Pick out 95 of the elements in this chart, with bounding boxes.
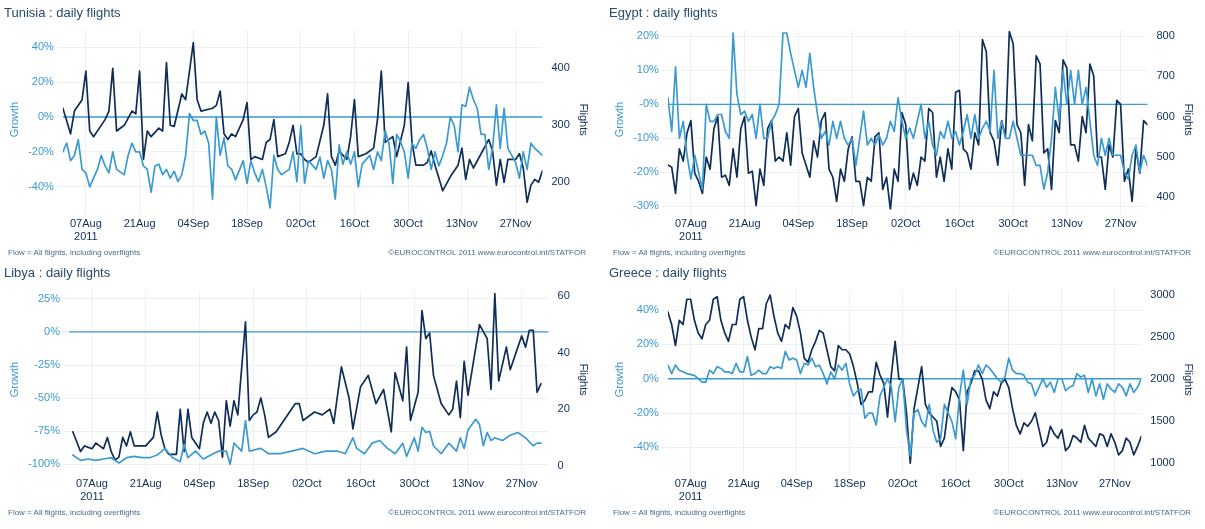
y2-tick-label: 200 xyxy=(551,175,570,188)
text: Flow = All flights, including overflights xyxy=(8,507,141,518)
x-tick-label: 02Oct xyxy=(888,477,918,490)
y2-tick-label: 1500 xyxy=(1150,414,1175,427)
x-tick-label: 07Aug 2011 xyxy=(69,217,102,243)
x-tick-label: 18Sep xyxy=(231,217,263,230)
x-tick-label: 16Oct xyxy=(345,477,376,490)
x-tick-label: 18Sep xyxy=(833,477,866,490)
y-tick-label: 0% xyxy=(642,371,660,384)
y-axis-title: Growth xyxy=(7,101,20,138)
text: Flow = All flights, including overflights xyxy=(8,247,141,258)
y-axis-title: Growth xyxy=(7,361,20,398)
x-tick-label: 27Nov xyxy=(1098,477,1132,490)
x-tick-label: 16Oct xyxy=(941,477,971,490)
y2-tick-label: 20 xyxy=(557,402,570,415)
x-tick-label: 07Aug 2011 xyxy=(674,217,707,243)
y-tick-label: 40% xyxy=(31,40,55,53)
chart-title: Egypt : daily flights xyxy=(609,5,718,21)
x-tick-label: 16Oct xyxy=(944,217,975,230)
x-tick-label: 04Sep xyxy=(780,477,813,490)
text: ©EUROCONTROL 2011 www.eurocontrol.int/STATFOR xyxy=(388,507,586,518)
x-tick-label: 18Sep xyxy=(836,217,868,230)
text: ©EUROCONTROL 2011 www.eurocontrol.int/STATFOR xyxy=(993,507,1191,518)
x-tick-label: 21Aug xyxy=(129,477,162,490)
text: Flow = All flights, including overflights xyxy=(613,507,746,518)
y-axis-title: Growth xyxy=(612,361,625,398)
chart-title: Tunisia : daily flights xyxy=(4,5,122,21)
x-tick-label: 13Nov xyxy=(1045,477,1079,490)
x-tick-label: 04Sep xyxy=(782,217,815,230)
x-tick-label: 13Nov xyxy=(452,477,485,490)
y2-tick-label: 2000 xyxy=(1150,372,1175,385)
x-tick-label: 27Nov xyxy=(505,477,539,490)
y2-tick-label: 300 xyxy=(551,118,570,131)
text: ©EUROCONTROL 2011 www.eurocontrol.int/STATFOR xyxy=(993,247,1191,258)
y-tick-label: 20% xyxy=(636,337,660,350)
y2-tick-label: 500 xyxy=(1156,150,1175,163)
y2-tick-label: 400 xyxy=(1156,190,1175,203)
y-tick-label: -10% xyxy=(633,131,660,144)
y2-tick-label: 1000 xyxy=(1150,456,1175,469)
y-tick-label: 0% xyxy=(37,110,55,123)
y-tick-label: 20% xyxy=(636,29,660,42)
y-tick-label: -20% xyxy=(28,144,55,157)
y-tick-label: 40% xyxy=(636,303,660,316)
y2-tick-label: 2500 xyxy=(1150,330,1175,343)
y-tick-label: -40% xyxy=(633,440,660,453)
text: Flow = All flights, including overflights xyxy=(613,247,746,258)
x-tick-label: 13Nov xyxy=(1050,217,1084,230)
x-tick-label: 30Oct xyxy=(399,477,429,490)
y-tick-label: -20% xyxy=(633,406,660,419)
chart-title: Libya : daily flights xyxy=(4,265,111,281)
text: ©EUROCONTROL 2011 www.eurocontrol.int/STATFOR xyxy=(388,247,586,258)
y2-tick-label: 400 xyxy=(551,61,570,74)
x-tick-label: 04Sep xyxy=(183,477,216,490)
x-tick-label: 13Nov xyxy=(445,217,479,230)
y2-tick-label: 3000 xyxy=(1150,288,1175,301)
y2-tick-label: 40 xyxy=(557,345,570,358)
y-axis-title: Growth xyxy=(612,101,625,138)
y-tick-label: -100% xyxy=(28,457,61,470)
y-tick-label: 0% xyxy=(44,324,61,337)
x-tick-label: 02Oct xyxy=(292,477,322,490)
x-tick-label: 07Aug 2011 xyxy=(674,477,707,503)
y-tick-label: -30% xyxy=(633,199,660,212)
x-tick-label: 21Aug xyxy=(123,217,156,230)
y-tick-label: -50% xyxy=(34,391,61,404)
x-tick-label: 30Oct xyxy=(994,477,1024,490)
y2-axis-title: Flights xyxy=(578,103,591,137)
y-tick-label: -75% xyxy=(34,424,61,437)
y2-axis-title: Flights xyxy=(578,363,591,397)
y2-axis-title: Flights xyxy=(1183,363,1196,397)
x-tick-label: 27Nov xyxy=(1104,217,1137,230)
y2-tick-label: 60 xyxy=(557,289,570,302)
y-tick-label: 25% xyxy=(37,291,61,304)
x-tick-label: 21Aug xyxy=(728,217,761,230)
chart-title: Greece : daily flights xyxy=(609,265,728,281)
y-tick-label: -0% xyxy=(639,97,660,110)
y-tick-label: -20% xyxy=(633,165,660,178)
y2-tick-label: 0 xyxy=(557,458,564,471)
y-tick-label: -25% xyxy=(34,358,61,371)
y2-tick-label: 700 xyxy=(1156,69,1175,82)
y-tick-label: 20% xyxy=(31,75,55,88)
x-tick-label: 16Oct xyxy=(339,217,370,230)
y-tick-label: 10% xyxy=(636,63,660,76)
x-tick-label: 02Oct xyxy=(891,217,921,230)
x-tick-label: 21Aug xyxy=(727,477,760,490)
y2-tick-label: 600 xyxy=(1156,109,1175,122)
y2-tick-label: 800 xyxy=(1156,28,1175,41)
y2-axis-title: Flights xyxy=(1183,103,1196,137)
x-tick-label: 30Oct xyxy=(393,217,423,230)
x-tick-label: 04Sep xyxy=(177,217,210,230)
x-tick-label: 18Sep xyxy=(237,477,270,490)
x-tick-label: 27Nov xyxy=(499,217,532,230)
x-tick-label: 30Oct xyxy=(998,217,1028,230)
y-tick-label: -40% xyxy=(28,179,55,192)
x-tick-label: 02Oct xyxy=(286,217,316,230)
x-tick-label: 07Aug 2011 xyxy=(76,477,108,503)
